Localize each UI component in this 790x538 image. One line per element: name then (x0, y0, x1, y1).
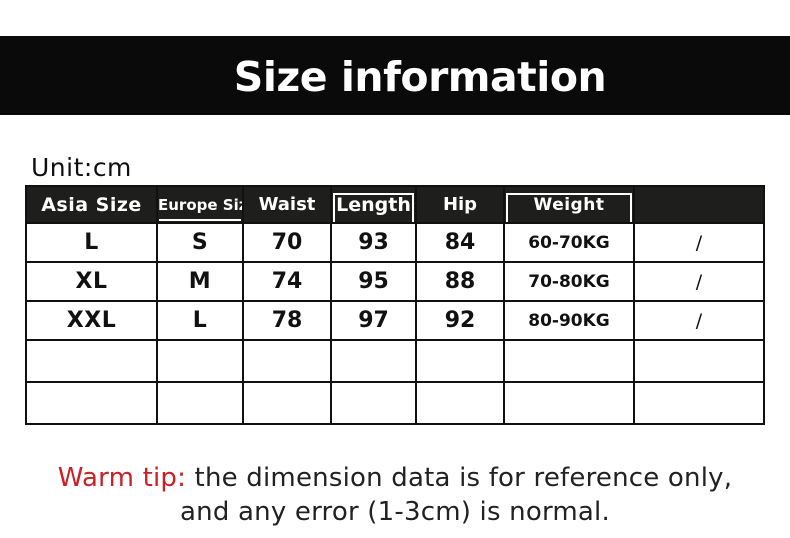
warm-tip-label: Warm tip: (57, 463, 187, 493)
cell-europe-size: S (156, 222, 244, 263)
cell-waist: 74 (242, 261, 332, 302)
unit-label: Unit:cm (31, 153, 132, 182)
cell-extra: / (633, 300, 765, 341)
table-empty-row (25, 381, 765, 425)
size-table: Asia Size Europe Size Waist Length Hip W… (25, 185, 765, 425)
cell-waist: 78 (242, 300, 332, 341)
cell-empty (503, 339, 635, 383)
cell-weight: 60-70KG (503, 222, 635, 263)
cell-empty (633, 381, 765, 425)
cell-waist: 70 (242, 222, 332, 263)
table-row-size-xl: XL M 74 95 88 70-80KG / (25, 261, 765, 302)
table-header-row: Asia Size Europe Size Waist Length Hip W… (25, 185, 765, 224)
cell-empty (330, 381, 417, 425)
cell-hip: 92 (415, 300, 505, 341)
cell-asia-size: XL (25, 261, 158, 302)
header-weight: Weight (503, 185, 635, 224)
cell-empty (242, 381, 332, 425)
header-waist: Waist (242, 185, 332, 224)
warm-tip-text: the dimension data is for reference only… (186, 463, 733, 493)
cell-hip: 84 (415, 222, 505, 263)
cell-length: 97 (330, 300, 417, 341)
cell-empty (25, 381, 158, 425)
cell-asia-size: XXL (25, 300, 158, 341)
header-asia-size: Asia Size (25, 185, 158, 224)
cell-extra: / (633, 222, 765, 263)
header-empty (633, 185, 765, 224)
header-length: Length (330, 185, 417, 224)
cell-empty (415, 339, 505, 383)
warm-tip-line-1: Warm tip: the dimension data is for refe… (0, 461, 790, 495)
cell-europe-size: M (156, 261, 244, 302)
table-row-size-xxl: XXL L 78 97 92 80-90KG / (25, 300, 765, 341)
cell-extra: / (633, 261, 765, 302)
cell-asia-size: L (25, 222, 158, 263)
cell-weight: 80-90KG (503, 300, 635, 341)
cell-empty (156, 339, 244, 383)
page-title: Size information (233, 52, 607, 101)
cell-empty (25, 339, 158, 383)
warm-tip: Warm tip: the dimension data is for refe… (0, 461, 790, 529)
warm-tip-line-2: and any error (1-3cm) is normal. (180, 497, 610, 527)
cell-length: 95 (330, 261, 417, 302)
cell-length: 93 (330, 222, 417, 263)
cell-empty (633, 339, 765, 383)
table-empty-row (25, 339, 765, 383)
cell-empty (330, 339, 417, 383)
cell-empty (242, 339, 332, 383)
cell-weight: 70-80KG (503, 261, 635, 302)
header-europe-size: Europe Size (156, 185, 244, 224)
cell-empty (503, 381, 635, 425)
table-row-size-l: L S 70 93 84 60-70KG / (25, 222, 765, 263)
cell-empty (415, 381, 505, 425)
title-banner: Size information (0, 36, 790, 115)
cell-empty (156, 381, 244, 425)
cell-hip: 88 (415, 261, 505, 302)
header-hip: Hip (415, 185, 505, 224)
cell-europe-size: L (156, 300, 244, 341)
